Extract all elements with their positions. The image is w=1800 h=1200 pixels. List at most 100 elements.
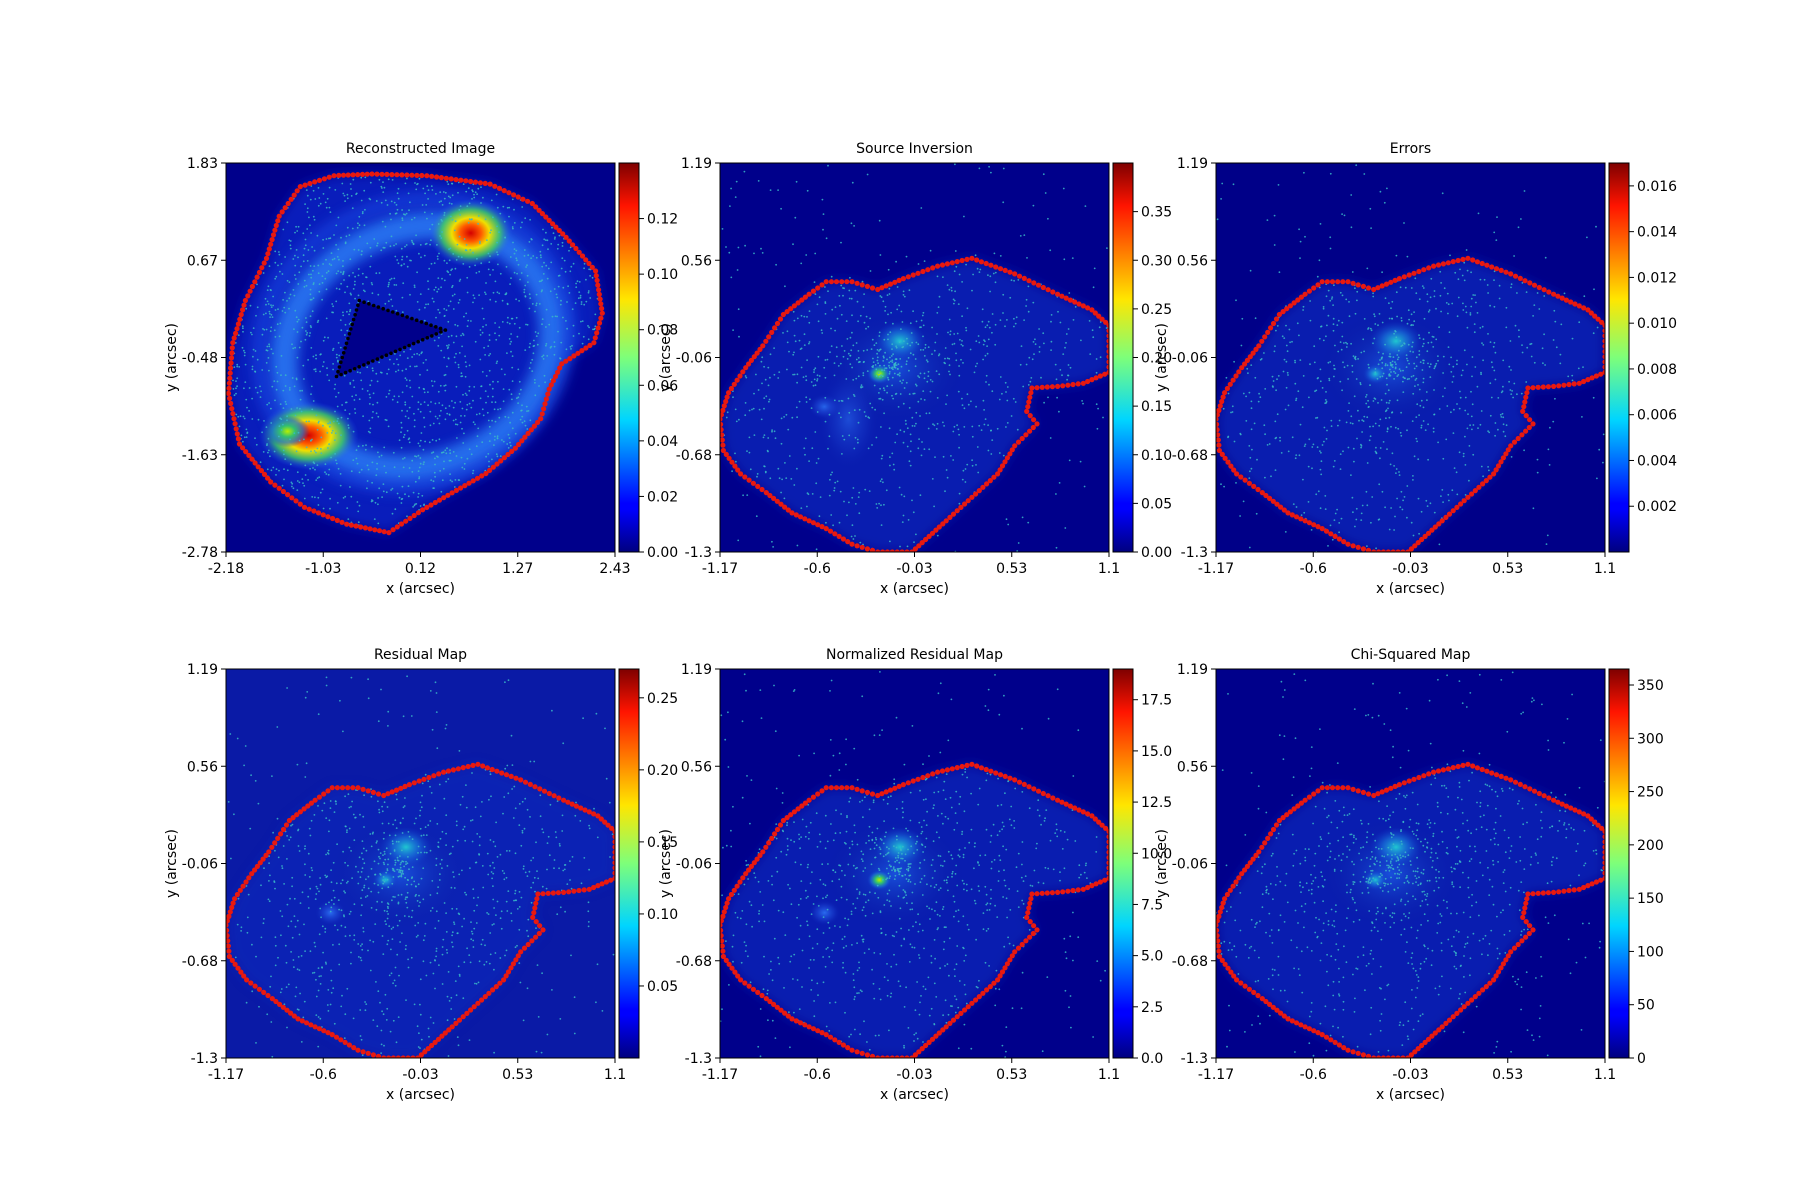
x-tick-label: -0.6 — [1300, 1067, 1327, 1083]
mask-border — [720, 255, 1109, 552]
colorbar-tick-label: 0.05 — [647, 979, 678, 995]
colorbar-tick-label: 0.05 — [1141, 496, 1172, 512]
colorbar-tick-label: 0.35 — [1141, 205, 1172, 221]
panel-title: Errors — [1390, 141, 1431, 157]
hotspot — [265, 415, 310, 448]
mask-border — [226, 171, 605, 536]
colorbar: 0.002 0.004 0.006 0.008 0.010 0.012 0.014 0.016 — [1608, 162, 1677, 553]
hotspot — [314, 899, 347, 926]
panel-2: -1.17 -0.6 -0.03 0.53 1.1 -1.3 -0.68 -0.06 0.56 1… — [1154, 141, 1677, 597]
colorbar-tick-label: 0.06 — [647, 378, 678, 394]
y-tick-label: -1.63 — [182, 448, 218, 464]
x-tick-label: -0.6 — [804, 561, 831, 577]
y-axis-label: y (arcsec) — [1154, 829, 1170, 898]
colorbar-gradient — [1112, 668, 1134, 1059]
x-axis-label: x (arcsec) — [880, 581, 949, 597]
colorbar-tick-label: 0.00 — [647, 545, 678, 561]
bright-cluster — [379, 827, 432, 868]
mask-border — [720, 761, 1109, 1058]
central-glow — [1320, 312, 1461, 423]
panel-title: Chi-Squared Map — [1351, 647, 1471, 663]
y-tick-label: -0.68 — [676, 954, 712, 970]
central-glow — [330, 818, 471, 929]
central-glow — [824, 818, 965, 929]
y-tick-label: 0.56 — [681, 759, 712, 775]
masked-hole — [336, 300, 446, 377]
colorbar-tick-label: 0.15 — [1141, 399, 1172, 415]
colorbar-tick-label: 0.02 — [647, 489, 678, 505]
colorbar-tick-label: 0.20 — [1141, 351, 1172, 367]
colorbar-tick-label: 0.004 — [1637, 453, 1677, 469]
x-axis-label: x (arcsec) — [1376, 1087, 1445, 1103]
plot-area — [720, 163, 1109, 552]
colorbar-tick-label: 0.006 — [1637, 408, 1677, 424]
colorbar-gradient — [618, 668, 640, 1059]
y-tick-label: 1.19 — [681, 662, 712, 678]
colorbar-tick-label: 0.12 — [647, 212, 678, 228]
x-tick-label: 0.53 — [502, 1067, 533, 1083]
x-tick-label: -2.18 — [208, 561, 244, 577]
y-axis-label: y (arcsec) — [164, 323, 180, 392]
y-tick-label: -1.3 — [191, 1051, 218, 1067]
x-tick-label: 1.1 — [1594, 1067, 1616, 1083]
colorbar-tick-label: 0.00 — [1141, 545, 1172, 561]
colorbar-tick-label: 0.25 — [647, 691, 678, 707]
y-tick-label: -0.48 — [182, 351, 218, 367]
x-tick-label: -0.03 — [896, 1067, 932, 1083]
colorbar-gradient — [1608, 162, 1630, 553]
y-tick-label: 1.19 — [187, 662, 218, 678]
outer-ring — [252, 192, 577, 494]
y-tick-label: 0.67 — [187, 253, 218, 269]
y-tick-label: -1.3 — [685, 1051, 712, 1067]
colorbar: 0.0 2.5 5.0 7.5 10.0 12.5 15.0 17.5 — [1112, 668, 1172, 1067]
plot-area — [1216, 669, 1605, 1058]
colorbar-tick-label: 0.010 — [1637, 316, 1677, 332]
mask-border — [226, 761, 615, 1058]
colorbar-tick-label: 0.10 — [1141, 448, 1172, 464]
colorbar-tick-label: 200 — [1637, 838, 1664, 854]
colorbar-tick-label: 0.002 — [1637, 499, 1677, 515]
x-tick-label: 1.1 — [604, 1067, 626, 1083]
pixelization-points — [720, 671, 1106, 1058]
y-tick-label: -1.3 — [685, 545, 712, 561]
x-axis-label: x (arcsec) — [386, 581, 455, 597]
pixelization-points — [227, 675, 615, 1058]
hotspot — [808, 899, 841, 926]
panel-title: Reconstructed Image — [346, 141, 495, 157]
colorbar-gradient — [618, 162, 640, 553]
diffuse-emission — [818, 369, 879, 470]
colorbar-tick-label: 15.0 — [1141, 744, 1172, 760]
colorbar-gradient — [1608, 668, 1630, 1059]
central-glow — [1320, 818, 1461, 929]
x-tick-label: -1.03 — [305, 561, 341, 577]
x-tick-label: -0.03 — [896, 561, 932, 577]
y-tick-label: -0.68 — [1172, 448, 1208, 464]
x-tick-label: -0.6 — [310, 1067, 337, 1083]
hotspot — [867, 363, 892, 384]
colorbar-tick-label: 350 — [1637, 678, 1664, 694]
x-tick-label: 0.53 — [996, 1067, 1027, 1083]
y-tick-label: -1.3 — [1181, 545, 1208, 561]
y-axis-label: y (arcsec) — [658, 323, 674, 392]
hotspot — [1363, 363, 1388, 384]
hotspot — [867, 869, 892, 890]
panel-3: -1.17 -0.6 -0.03 0.53 1.1 -1.3 -0.68 -0.06 0.56 1… — [164, 647, 678, 1103]
hole-border — [334, 298, 448, 379]
x-tick-label: 0.53 — [1492, 561, 1523, 577]
colorbar-tick-label: 0.15 — [647, 835, 678, 851]
colorbar-tick-label: 300 — [1637, 731, 1664, 747]
y-tick-label: -1.3 — [1181, 1051, 1208, 1067]
y-tick-label: 0.56 — [1177, 759, 1208, 775]
panel-title: Normalized Residual Map — [826, 647, 1003, 663]
x-tick-label: -1.17 — [1198, 561, 1234, 577]
colorbar-tick-label: 0.016 — [1637, 179, 1677, 195]
pixelization-points — [230, 174, 599, 531]
x-tick-label: 2.43 — [599, 561, 630, 577]
colorbar-tick-label: 50 — [1637, 998, 1655, 1014]
x-axis-label: x (arcsec) — [1376, 581, 1445, 597]
colorbar-tick-label: 12.5 — [1141, 795, 1172, 811]
colorbar: 0.05 0.10 0.15 0.20 0.25 — [618, 668, 678, 1059]
colorbar-tick-label: 0.0 — [1141, 1051, 1163, 1067]
x-tick-label: -0.6 — [1300, 561, 1327, 577]
